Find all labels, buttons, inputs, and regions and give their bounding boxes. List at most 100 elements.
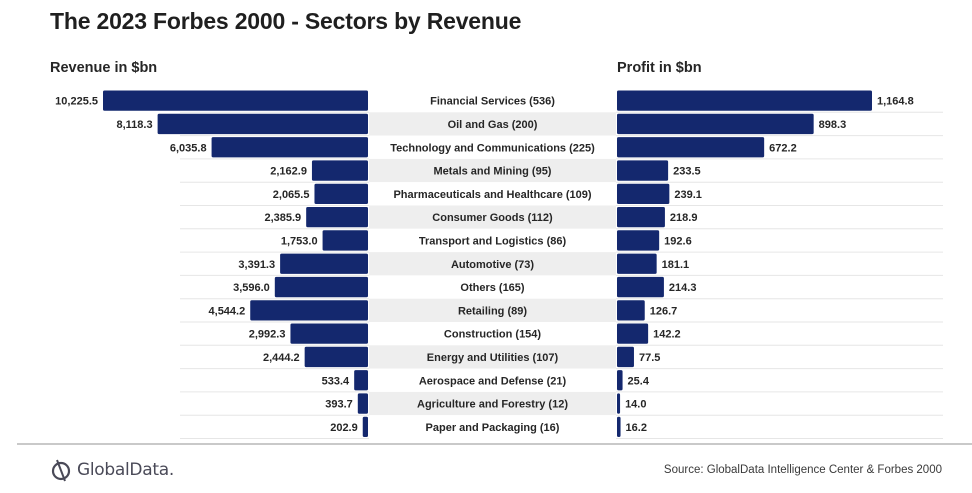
revenue-bars <box>103 90 368 437</box>
category-label: Retailing (89) <box>458 305 527 317</box>
revenue-value-labels: 10,225.5 8,118.3 6,035.8 2,162.9 2,065.5 2,38… <box>55 96 358 434</box>
revenue-bar <box>306 207 368 228</box>
globaldata-logo: GlobalData. <box>50 458 174 482</box>
revenue-bar <box>357 393 368 414</box>
revenue-bar <box>362 416 368 437</box>
profit-bar <box>617 113 814 135</box>
revenue-value-label: 3,391.3 <box>238 259 275 271</box>
revenue-bar <box>314 183 368 204</box>
category-band <box>369 252 616 276</box>
category-label: Automotive (73) <box>451 259 534 271</box>
revenue-value-label: 2,992.3 <box>249 329 286 341</box>
profit-value-label: 126.7 <box>650 305 678 317</box>
profit-bar <box>617 230 660 251</box>
profit-value-label: 233.5 <box>673 166 701 178</box>
revenue-bar <box>304 346 368 368</box>
profit-value-label: 14.0 <box>625 399 646 411</box>
category-band <box>369 205 616 229</box>
profit-bar <box>617 370 623 391</box>
category-label: Pharmaceuticals and Healthcare (109) <box>393 189 591 201</box>
category-band <box>369 298 616 322</box>
chart-title: The 2023 Forbes 2000 - Sectors by Revenu… <box>50 8 522 34</box>
profit-bar <box>617 207 665 228</box>
profit-bar <box>617 393 621 414</box>
category-label: Oil and Gas (200) <box>448 119 538 131</box>
category-label: Financial Services (536) <box>430 96 555 108</box>
butterfly-chart: Financial Services (536) Oil and Gas (200… <box>55 89 943 439</box>
revenue-value-label: 4,544.2 <box>209 305 246 317</box>
revenue-value-label: 2,065.5 <box>273 189 310 201</box>
profit-bar <box>617 276 664 298</box>
category-band <box>369 112 616 136</box>
revenue-value-label: 2,385.9 <box>264 212 301 224</box>
category-band <box>369 182 616 206</box>
profit-bar <box>617 137 765 158</box>
category-band <box>369 275 616 299</box>
category-label: Consumer Goods (112) <box>432 212 553 224</box>
profit-bar <box>617 160 669 181</box>
revenue-bar <box>250 300 368 321</box>
profit-bar <box>617 253 657 274</box>
revenue-value-label: 10,225.5 <box>55 96 98 108</box>
category-band <box>369 415 616 439</box>
revenue-value-label: 2,444.2 <box>263 352 300 364</box>
category-label: Paper and Packaging (16) <box>426 422 560 434</box>
profit-bar <box>617 300 645 321</box>
category-band <box>369 228 616 253</box>
revenue-bar <box>354 370 368 391</box>
revenue-value-label: 8,118.3 <box>117 119 153 131</box>
profit-bar <box>617 346 634 368</box>
profit-value-labels: 1,164.8 898.3 672.2 233.5 239.1 218.9 192.6 181… <box>625 96 914 434</box>
category-labels: Financial Services (536) Oil and Gas (200… <box>390 96 595 434</box>
profit-bar <box>617 183 670 204</box>
globaldata-logo-icon <box>51 459 71 482</box>
category-label: Aerospace and Defense (21) <box>419 375 567 387</box>
category-label: Agriculture and Forestry (12) <box>417 399 568 411</box>
profit-value-label: 181.1 <box>662 259 690 271</box>
revenue-value-label: 6,035.8 <box>170 142 207 154</box>
profit-bar <box>617 416 621 437</box>
category-label: Energy and Utilities (107) <box>427 352 559 364</box>
category-band <box>369 345 616 369</box>
logo-text: GlobalData. <box>77 460 174 480</box>
profit-value-label: 898.3 <box>819 119 847 131</box>
profit-value-label: 239.1 <box>674 189 702 201</box>
revenue-value-label: 3,596.0 <box>233 282 270 294</box>
revenue-bar <box>274 276 368 298</box>
revenue-bar <box>311 160 368 181</box>
profit-value-label: 16.2 <box>626 422 647 434</box>
profit-value-label: 218.9 <box>670 212 698 224</box>
profit-value-label: 77.5 <box>639 352 660 364</box>
revenue-value-label: 1,753.0 <box>281 235 318 247</box>
revenue-bar <box>103 90 368 111</box>
category-band <box>369 89 616 113</box>
revenue-value-label: 533.4 <box>322 375 350 387</box>
category-bands <box>369 89 616 439</box>
revenue-axis-title: Revenue in $bn <box>50 60 158 76</box>
revenue-bar <box>280 253 368 274</box>
revenue-value-label: 2,162.9 <box>270 166 307 178</box>
profit-bars <box>617 90 872 437</box>
revenue-bar <box>290 323 368 344</box>
profit-value-label: 672.2 <box>769 142 797 154</box>
category-band <box>369 322 616 346</box>
profit-value-label: 25.4 <box>628 375 650 387</box>
revenue-bar <box>157 113 368 135</box>
category-label: Metals and Mining (95) <box>434 166 552 178</box>
category-band <box>369 368 616 392</box>
category-label: Others (165) <box>460 282 525 294</box>
category-label: Transport and Logistics (86) <box>419 235 567 247</box>
profit-value-label: 142.2 <box>653 329 681 341</box>
gridlines <box>180 111 943 439</box>
profit-value-label: 214.3 <box>669 282 697 294</box>
category-label: Technology and Communications (225) <box>390 142 595 154</box>
revenue-value-label: 202.9 <box>330 422 358 434</box>
category-label: Construction (154) <box>444 329 542 341</box>
profit-bar <box>617 323 649 344</box>
category-band <box>369 391 616 416</box>
revenue-bar <box>322 230 368 251</box>
profit-value-label: 1,164.8 <box>877 96 914 108</box>
revenue-value-label: 393.7 <box>325 399 353 411</box>
source-note: Source: GlobalData Intelligence Center &… <box>663 464 942 476</box>
category-band <box>369 135 616 159</box>
